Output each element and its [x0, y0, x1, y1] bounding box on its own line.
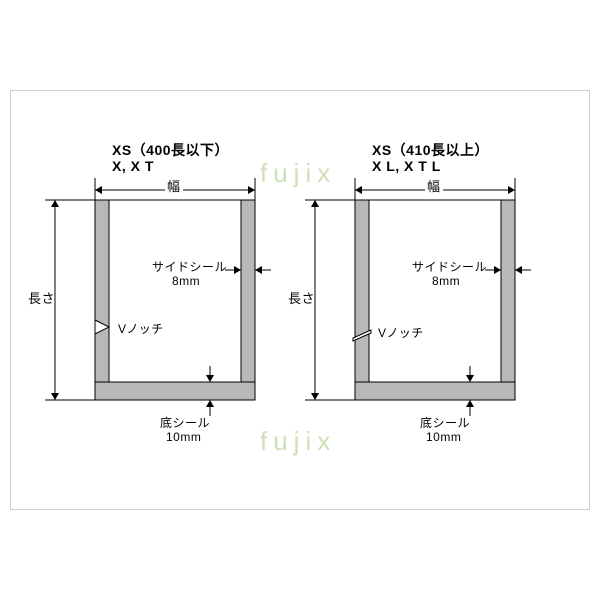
left-width-arrow-l [95, 186, 102, 194]
right-bottom-seal [355, 382, 515, 400]
right-length-arrow-t [311, 200, 319, 207]
right-side-seal-label-1: サイドシール [412, 258, 487, 275]
right-bottom-label-1: 底シール [420, 414, 470, 431]
left-side-seal-label-1: サイドシール [152, 258, 227, 275]
right-length-arrow-b [311, 393, 319, 400]
left-width-label: 幅 [165, 176, 183, 195]
left-bottomseal-arrow-t [206, 375, 214, 382]
left-sideseal-arrow-l [234, 266, 241, 274]
left-bottom-label-2: 10mm [166, 430, 201, 444]
right-width-arrow-r [508, 186, 515, 194]
left-bottom-seal [95, 382, 255, 400]
right-side-seal-right [501, 200, 515, 400]
right-bottom-label-2: 10mm [426, 430, 461, 444]
left-side-seal-label-2: 8mm [172, 274, 200, 288]
left-outer-rect [95, 200, 255, 400]
left-bottom-label-1: 底シール [160, 414, 210, 431]
left-side-seal-left [95, 200, 109, 400]
left-sideseal-arrow-r [255, 266, 262, 274]
left-length-arrow-b [51, 393, 59, 400]
left-bottomseal-arrow-b [206, 400, 214, 407]
left-length-arrow-t [51, 200, 59, 207]
left-width-arrow-r [248, 186, 255, 194]
right-outer-rect [355, 200, 515, 400]
right-sideseal-arrow-l [494, 266, 501, 274]
right-sideseal-arrow-r [515, 266, 522, 274]
right-width-label: 幅 [425, 176, 443, 195]
right-side-seal-label-2: 8mm [432, 274, 460, 288]
right-length-label: 長さ [288, 288, 315, 307]
left-side-seal-right [241, 200, 255, 400]
right-notch-label: Vノッチ [378, 324, 424, 341]
left-length-label: 長さ [28, 288, 55, 307]
right-side-seal-left [355, 200, 369, 400]
right-bottomseal-arrow-t [466, 375, 474, 382]
stage: fujix fujix XS（400長以下） X, X T XS（410長以上）… [0, 0, 600, 600]
right-bottomseal-arrow-b [466, 400, 474, 407]
right-width-arrow-l [355, 186, 362, 194]
left-notch-label: Vノッチ [118, 320, 164, 337]
